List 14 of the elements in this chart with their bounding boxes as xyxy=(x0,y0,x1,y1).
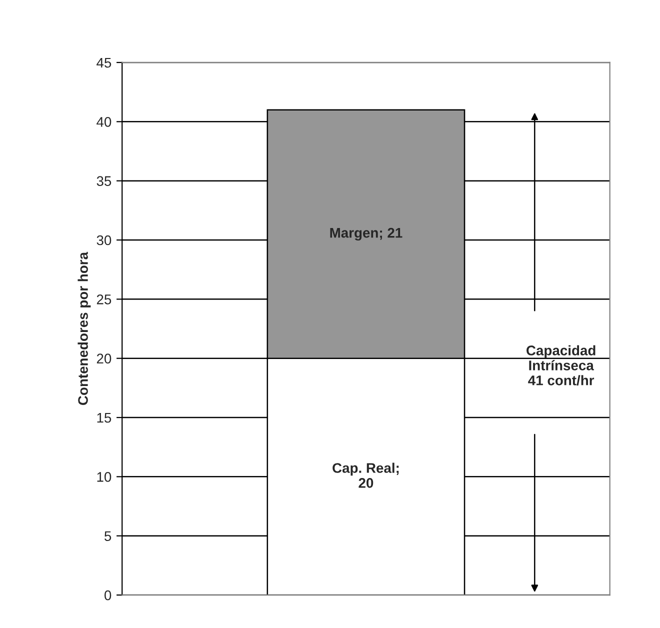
annotation: Capacidad Intrínseca 41 cont/hr xyxy=(526,345,596,386)
data-label: Margen; 21 xyxy=(330,228,402,241)
data-label: Cap. Real; 20 xyxy=(332,462,399,488)
y-tick-label: 45 xyxy=(96,58,112,68)
y-tick-label: 35 xyxy=(96,176,112,186)
y-tick-label: 20 xyxy=(96,354,112,364)
y-tick-label: 25 xyxy=(96,294,112,304)
y-tick-label: 40 xyxy=(96,116,112,127)
y-tick-label: 0 xyxy=(104,590,112,600)
y-axis-title: Contenedores por hora xyxy=(78,252,91,405)
y-tick-label: 10 xyxy=(97,472,112,482)
y-tick-label: 30 xyxy=(96,235,112,246)
y-tick-label: 15 xyxy=(97,412,112,423)
y-tick-label: 5 xyxy=(104,531,112,542)
